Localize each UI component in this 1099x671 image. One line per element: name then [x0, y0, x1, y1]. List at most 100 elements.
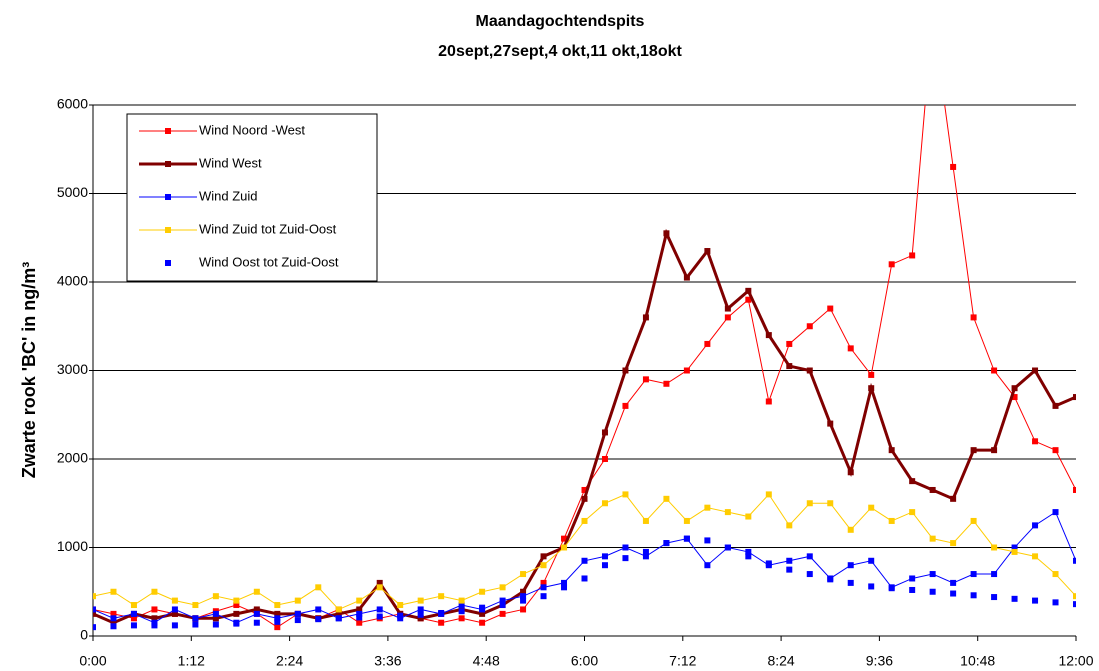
- data-point: [970, 314, 977, 321]
- data-point: [909, 575, 916, 582]
- series-line: [93, 105, 1076, 628]
- data-point: [827, 305, 834, 312]
- data-point: [1032, 522, 1039, 529]
- data-point: [479, 610, 486, 617]
- data-point: [376, 584, 383, 591]
- data-point: [110, 619, 117, 626]
- data-point: [397, 612, 404, 619]
- data-point: [1052, 402, 1059, 409]
- data-point: [1032, 438, 1039, 445]
- data-point: [294, 617, 301, 624]
- data-point: [1073, 486, 1076, 493]
- data-point: [151, 622, 158, 629]
- data-point: [745, 287, 752, 294]
- data-point: [130, 602, 137, 609]
- data-point: [601, 456, 608, 462]
- data-point: [581, 557, 588, 564]
- data-point: [315, 584, 322, 591]
- data-point: [765, 398, 772, 405]
- data-point: [745, 548, 752, 555]
- data-point: [622, 491, 629, 498]
- data-point: [540, 553, 547, 560]
- data-point: [868, 557, 875, 564]
- y-axis-label: Zwarte rook 'BC' in ng/m³: [19, 262, 39, 479]
- data-point: [499, 610, 506, 617]
- data-point: [1052, 571, 1059, 578]
- series-line: [93, 228, 1076, 625]
- series-line: [93, 511, 1076, 624]
- data-point: [929, 535, 936, 542]
- data-point: [888, 261, 895, 268]
- data-point: [1073, 601, 1076, 608]
- data-point: [786, 363, 793, 370]
- data-point: [601, 553, 608, 560]
- data-point: [868, 385, 875, 392]
- data-point: [642, 548, 649, 555]
- data-point: [561, 579, 568, 586]
- data-point: [458, 615, 465, 622]
- data-point: [847, 469, 854, 476]
- data-point: [868, 371, 875, 378]
- x-tick-label: 12:00: [1058, 653, 1093, 669]
- x-tick-label: 8:24: [767, 653, 794, 669]
- data-point: [1011, 544, 1018, 551]
- data-point: [520, 597, 527, 604]
- data-point: [909, 478, 916, 485]
- data-point: [724, 314, 731, 321]
- data-point: [561, 584, 568, 591]
- data-point: [438, 609, 445, 616]
- data-point: [765, 332, 772, 339]
- y-tick-label: 2000: [57, 450, 88, 466]
- data-point: [970, 592, 977, 599]
- data-point: [376, 613, 383, 620]
- data-point: [1052, 599, 1059, 606]
- data-point: [847, 562, 854, 569]
- data-point: [704, 537, 711, 544]
- data-point: [683, 517, 690, 524]
- data-point: [930, 14, 936, 20]
- data-point: [171, 597, 178, 604]
- data-point: [888, 585, 895, 592]
- data-point: [356, 610, 363, 617]
- data-point: [356, 606, 363, 613]
- data-point: [683, 535, 690, 542]
- data-point: [151, 588, 158, 595]
- data-point: [950, 540, 957, 547]
- x-tick-label: 7:12: [669, 653, 696, 669]
- data-point: [130, 615, 137, 622]
- data-point: [93, 606, 96, 613]
- data-point: [868, 504, 875, 511]
- legend-label: Wind Zuid: [199, 188, 258, 203]
- legend-label: Wind Noord -West: [199, 122, 305, 137]
- chart-title: Maandagochtendspits: [476, 13, 645, 30]
- y-tick-label: 5000: [57, 184, 88, 200]
- data-point: [93, 593, 96, 600]
- data-point: [417, 615, 424, 622]
- data-point: [663, 380, 670, 387]
- data-point: [786, 340, 793, 347]
- x-tick-label: 6:00: [571, 653, 598, 669]
- data-point: [806, 323, 813, 330]
- data-point: [233, 620, 240, 627]
- data-point: [458, 602, 465, 609]
- data-point: [110, 588, 117, 595]
- data-point: [704, 340, 711, 347]
- data-point: [479, 604, 486, 611]
- legend-marker: [165, 260, 171, 266]
- data-point: [950, 579, 957, 586]
- data-point: [1032, 553, 1039, 560]
- y-tick-label: 1000: [57, 538, 88, 554]
- y-tick-label: 3000: [57, 361, 88, 377]
- data-point: [950, 163, 957, 170]
- data-point: [745, 513, 752, 520]
- legend-marker: [165, 227, 171, 233]
- data-point: [458, 608, 465, 615]
- y-tick-label: 0: [80, 627, 88, 643]
- data-point: [438, 593, 445, 600]
- data-point: [601, 429, 608, 436]
- data-point: [929, 571, 936, 578]
- data-point: [909, 586, 916, 593]
- data-point: [704, 504, 711, 511]
- data-point: [335, 606, 342, 613]
